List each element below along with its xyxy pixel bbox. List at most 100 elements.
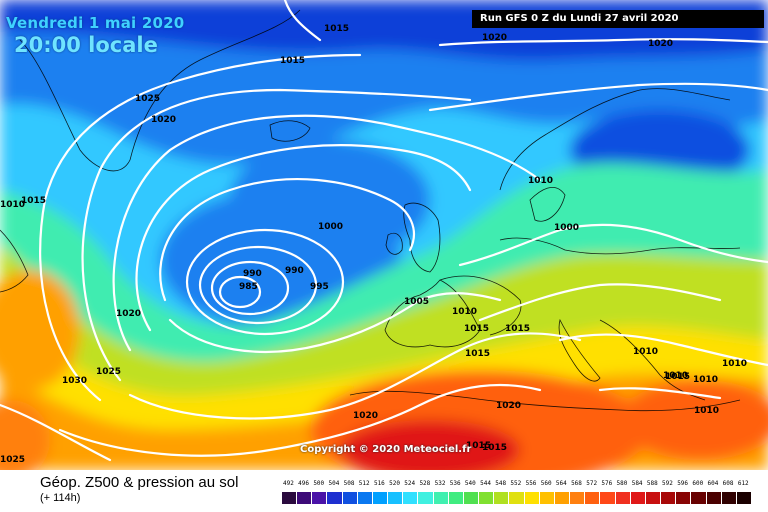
isobar-label: 1020 — [151, 115, 176, 125]
legend-swatch — [554, 492, 571, 504]
legend-label: 516 — [373, 480, 385, 487]
isobar-label: 985 — [239, 282, 258, 292]
legend-label: 544 — [480, 480, 491, 487]
isobar-label: 1015 — [505, 324, 530, 334]
legend-label: 608 — [722, 480, 734, 487]
model-run-label: Run GFS 0 Z du Lundi 27 avril 2020 — [472, 10, 764, 28]
isobar-label: 1010 — [722, 359, 747, 369]
isobar-label: 1010 — [633, 347, 658, 357]
isobar-label: 1010 — [452, 307, 477, 317]
legend-swatch — [463, 492, 480, 504]
isobar-label: 1015 — [482, 443, 507, 453]
weather-map: 1015 1015 1020 1020 1025 1020 1015 1010 … — [0, 0, 768, 470]
isobar-label: 1005 — [404, 297, 429, 307]
isobar-label: 1025 — [96, 367, 121, 377]
map-title: Géop. Z500 & pression au sol — [40, 474, 239, 491]
legend-label: 548 — [495, 480, 507, 487]
isobar-label: 1020 — [482, 33, 507, 43]
legend-swatch — [479, 492, 495, 504]
legend-label: 584 — [631, 480, 643, 487]
legend-label: 576 — [601, 480, 613, 487]
isobar-label: 1015 — [466, 441, 491, 451]
legend-label: 496 — [298, 480, 309, 487]
legend-label: 540 — [464, 480, 476, 487]
isobar-label: 1010 — [693, 375, 718, 385]
legend-swatch — [691, 492, 707, 504]
legend-swatch — [342, 492, 358, 504]
legend-swatch — [403, 492, 419, 504]
legend-label: 536 — [449, 480, 461, 487]
isobar-label: 1010 — [0, 200, 25, 210]
legend-label: 612 — [737, 480, 749, 487]
legend-label: 556 — [525, 480, 537, 487]
isobar-label: 1015 — [21, 196, 46, 206]
copyright-text: Copyright © 2020 Meteociel.fr — [300, 444, 472, 455]
isobar-label: 1030 — [62, 376, 87, 386]
isobar-label: 990 — [285, 266, 304, 276]
legend-label: 592 — [662, 480, 673, 487]
isobar-label: 1000 — [554, 223, 579, 233]
legend-swatch — [509, 492, 525, 504]
legend-label: 580 — [616, 480, 628, 487]
legend-swatch — [585, 492, 601, 504]
legend-swatch — [433, 492, 449, 504]
legend-swatch — [524, 492, 540, 504]
legend-swatch — [312, 492, 328, 504]
isobar-label: 995 — [310, 282, 329, 292]
legend-swatch — [661, 492, 677, 504]
legend-swatch — [372, 492, 389, 504]
isobar-label: 1010 — [663, 371, 688, 381]
isobar-label: 1025 — [0, 455, 25, 465]
legend-label: 508 — [343, 480, 355, 487]
legend-label: 492 — [283, 480, 294, 487]
legend-label: 512 — [358, 480, 370, 487]
legend-label: 572 — [586, 480, 598, 487]
legend-swatch — [645, 492, 662, 504]
legend-swatch — [706, 492, 722, 504]
legend-swatch — [388, 492, 404, 504]
legend-label: 520 — [389, 480, 400, 487]
isobar-label: 990 — [243, 269, 262, 279]
forecast-date: Vendredi 1 mai 2020 — [6, 14, 185, 32]
legend-label: 500 — [313, 480, 325, 487]
legend-swatch — [282, 492, 298, 504]
legend-label: 600 — [692, 480, 704, 487]
legend-label: 552 — [510, 480, 522, 487]
legend-swatch — [600, 492, 616, 504]
legend-swatch — [721, 492, 737, 504]
isobar-label: 1020 — [116, 309, 141, 319]
legend-label: 604 — [707, 480, 719, 487]
legend-label: 564 — [555, 480, 567, 487]
footer-bar: Géop. Z500 & pression au sol (+ 114h) — [0, 470, 768, 512]
isobar-label: 1015 — [465, 349, 490, 359]
legend-swatch — [357, 492, 373, 504]
legend-label: 588 — [646, 480, 658, 487]
isobar-label: 1000 — [318, 222, 343, 232]
geopotential-fill — [0, 0, 768, 470]
forecast-lead-time: (+ 114h) — [40, 492, 81, 504]
isobar-label: 1015 — [665, 372, 690, 382]
legend-swatch — [297, 492, 313, 504]
legend-label: 528 — [419, 480, 431, 487]
legend-label: 532 — [434, 480, 446, 487]
legend-swatch — [630, 492, 646, 504]
legend-swatch — [418, 492, 434, 504]
legend-swatch — [570, 492, 586, 504]
legend-labels: 492 496 500 504 508 512 516 520 524 528 532 536 540 5… — [282, 480, 752, 490]
isobar-label: 1015 — [464, 324, 489, 334]
isobar-label-group: 1015 1015 1020 1020 1025 1020 1015 1010 … — [0, 24, 747, 465]
legend-label: 568 — [571, 480, 582, 487]
isobar-label: 1010 — [694, 406, 719, 416]
legend-label: 596 — [677, 480, 689, 487]
isobar-label: 1020 — [353, 411, 378, 421]
legend-swatch — [539, 492, 555, 504]
legend-swatch — [327, 492, 343, 504]
legend-label: 524 — [404, 480, 416, 487]
forecast-time: 20:00 locale — [14, 33, 158, 57]
isobars — [0, 0, 768, 460]
legend-swatch — [494, 492, 510, 504]
legend-swatch — [448, 492, 464, 504]
isobar-label: 1015 — [280, 56, 305, 66]
legend-swatch — [676, 492, 692, 504]
